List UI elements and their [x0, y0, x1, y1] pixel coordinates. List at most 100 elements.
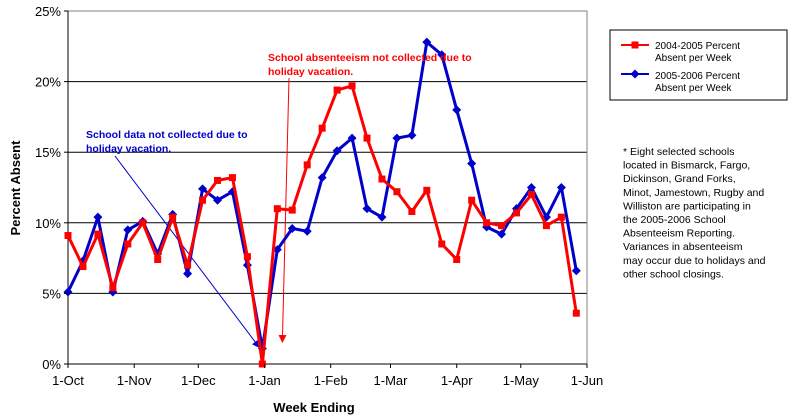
data-point-2005-2006 — [63, 287, 73, 297]
data-point-2004-2005 — [124, 240, 132, 248]
data-point-2004-2005 — [169, 213, 177, 221]
y-tick-label: 0% — [42, 357, 61, 372]
y-tick-label: 25% — [35, 4, 61, 19]
data-point-2004-2005 — [228, 174, 236, 182]
data-point-2004-2005 — [498, 222, 506, 230]
data-point-2004-2005 — [378, 175, 386, 183]
x-tick-label: 1-Dec — [181, 373, 216, 388]
data-point-2004-2005 — [483, 219, 491, 227]
data-point-2005-2006 — [302, 226, 312, 236]
data-point-2004-2005 — [513, 209, 521, 217]
red-annotation-line-2: holiday vacation. — [268, 66, 353, 78]
data-point-2004-2005 — [258, 360, 266, 368]
data-point-2004-2005 — [154, 256, 162, 264]
data-point-2005-2006 — [317, 173, 327, 183]
data-point-2004-2005 — [468, 196, 476, 204]
footnote-line: Dickinson, Grand Forks, — [623, 173, 736, 185]
data-point-2005-2006 — [422, 37, 432, 47]
red-annotation-line-1: School absenteeism not collected due to — [268, 52, 472, 64]
data-point-2004-2005 — [408, 208, 416, 216]
x-axis-title: Week Ending — [273, 400, 354, 415]
data-point-2005-2006 — [467, 158, 477, 168]
footnote-line: may occur due to holidays and — [623, 255, 766, 267]
data-point-2004-2005 — [243, 253, 251, 261]
data-point-2004-2005 — [348, 82, 356, 90]
x-tick-label: 1-Nov — [117, 373, 152, 388]
y-tick-label: 15% — [35, 145, 61, 160]
x-tick-label: 1-Oct — [52, 373, 84, 388]
y-tick-label: 10% — [35, 216, 61, 231]
plot-area — [67, 10, 588, 365]
blue-annotation-line-1: School data not collected due to — [86, 129, 248, 141]
data-point-2005-2006 — [497, 229, 507, 239]
legend-label-2004-2005-line-1: 2004-2005 Percent — [655, 41, 740, 52]
data-point-2005-2006 — [183, 269, 193, 279]
footnote-line: * Eight selected schools — [623, 146, 734, 158]
data-point-2005-2006 — [407, 130, 417, 140]
data-point-2005-2006 — [392, 133, 402, 143]
data-point-2004-2005 — [393, 188, 401, 196]
y-axis-ticks: 0% 5% 10% 15% 20% 25% — [35, 4, 68, 372]
data-point-2005-2006 — [452, 105, 462, 115]
legend-label-2005-2006-line-2: Absent per Week — [655, 83, 733, 94]
data-point-2004-2005 — [572, 309, 580, 317]
data-point-2004-2005 — [184, 261, 192, 269]
x-tick-label: 1-Apr — [441, 373, 473, 388]
data-point-2005-2006 — [377, 212, 387, 222]
y-tick-label: 5% — [42, 286, 61, 301]
data-point-2004-2005 — [94, 230, 102, 238]
data-point-2005-2006 — [198, 184, 208, 194]
data-point-2004-2005 — [438, 240, 446, 248]
data-point-2005-2006 — [556, 183, 566, 192]
data-point-2005-2006 — [332, 146, 342, 156]
x-axis-ticks: 1-Oct 1-Nov 1-Dec 1-Jan 1-Feb 1-Mar 1-Apr 1-May… — [52, 364, 603, 388]
x-tick-label: 1-May — [503, 373, 540, 388]
footnote-line: Absenteeism Reporting. — [623, 228, 735, 240]
data-point-2004-2005 — [363, 134, 371, 142]
data-point-2004-2005 — [423, 186, 431, 194]
data-point-2005-2006 — [287, 223, 297, 233]
blue-annotation-arrow — [114, 155, 260, 349]
data-point-2004-2005 — [64, 232, 72, 240]
footnote-line: other school closings. — [623, 268, 724, 280]
footnote-line: Variances in absenteeism — [623, 241, 743, 253]
annotation-arrows — [114, 77, 290, 349]
y-tick-label: 20% — [35, 75, 61, 90]
data-point-2005-2006 — [347, 133, 357, 143]
legend-label-2004-2005-line-2: Absent per Week — [655, 53, 733, 64]
data-point-2004-2005 — [333, 86, 341, 94]
x-tick-label: 1-Mar — [374, 373, 409, 388]
x-tick-label: 1-Jun — [571, 373, 604, 388]
data-point-2004-2005 — [557, 213, 565, 221]
data-point-2004-2005 — [273, 205, 281, 213]
legend-box — [609, 29, 788, 101]
data-point-2004-2005 — [303, 161, 311, 169]
footnote-line: located in Bismarck, Fargo, — [623, 160, 750, 172]
data-point-2005-2006 — [123, 225, 133, 235]
x-tick-label: 1-Jan — [248, 373, 281, 388]
data-point-2005-2006 — [93, 212, 103, 222]
legend: 2004-2005 Percent Absent per Week 2005-2… — [609, 29, 788, 101]
series-layer — [63, 37, 581, 368]
data-point-2005-2006 — [526, 183, 536, 192]
data-point-2005-2006 — [213, 195, 223, 205]
data-point-2004-2005 — [109, 284, 117, 292]
data-point-2004-2005 — [527, 191, 535, 199]
blue-annotation-line-2: holiday vacation. — [86, 143, 171, 155]
footnote-line: Minot, Jamestown, Rugby and — [623, 187, 764, 199]
data-point-2004-2005 — [318, 124, 326, 132]
data-point-2004-2005 — [288, 206, 296, 214]
data-point-2004-2005 — [139, 219, 147, 227]
data-point-2005-2006 — [437, 50, 447, 60]
data-point-2004-2005 — [214, 176, 222, 184]
y-axis-title: Percent Absent — [8, 140, 23, 236]
legend-marker-2004-2005 — [631, 41, 639, 49]
data-point-2004-2005 — [542, 222, 550, 230]
data-point-2004-2005 — [79, 263, 87, 271]
footnote-line: Williston are participating in — [623, 200, 751, 212]
x-tick-label: 1-Feb — [314, 373, 348, 388]
legend-label-2005-2006-line-1: 2005-2006 Percent — [655, 71, 740, 82]
data-point-2004-2005 — [453, 256, 461, 264]
footnote-line: the 2005-2006 School — [623, 214, 726, 226]
